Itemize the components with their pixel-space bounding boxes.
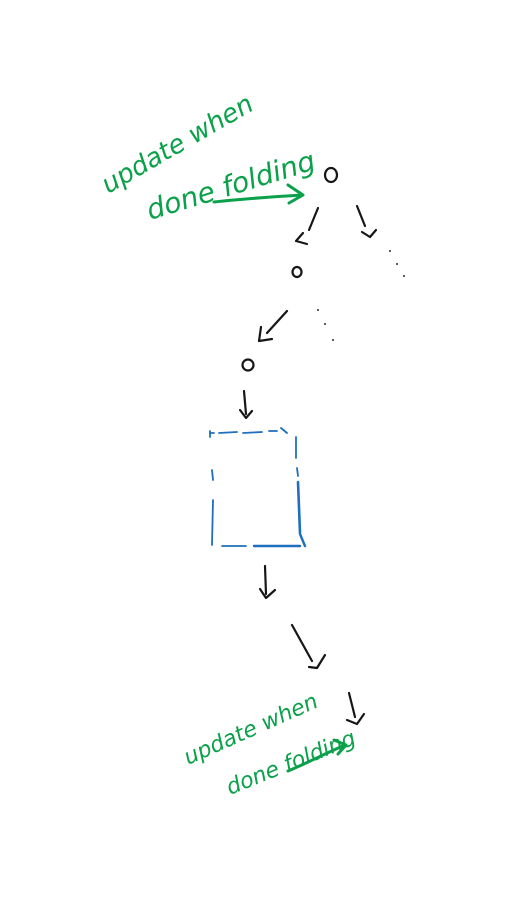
edge-level2-left-arrow-icon bbox=[257, 309, 289, 343]
top-annotation: update when done folding bbox=[97, 89, 320, 227]
edge-root-right-arrow-icon bbox=[355, 204, 378, 239]
tree bbox=[209, 166, 405, 726]
top-green-arrow-icon bbox=[212, 183, 305, 205]
bottom-green-arrow-icon bbox=[286, 738, 348, 773]
edge-level3-down-arrow-icon bbox=[238, 389, 254, 420]
right-ellipsis-dots bbox=[389, 250, 405, 277]
bottom-annotation: update when done folding bbox=[180, 689, 359, 800]
root-node-circle-icon bbox=[323, 166, 339, 184]
level3-node-circle-icon bbox=[241, 358, 255, 372]
folding-box bbox=[209, 427, 307, 548]
edge-root-left-arrow-icon bbox=[294, 206, 320, 246]
edge-lower-right-arrow-icon bbox=[290, 623, 327, 670]
middle-ellipsis-dots bbox=[317, 309, 334, 341]
edge-box-down-arrow-icon bbox=[258, 564, 277, 600]
level2-node-circle-icon bbox=[291, 265, 303, 279]
final-down-arrow-icon bbox=[345, 691, 366, 726]
